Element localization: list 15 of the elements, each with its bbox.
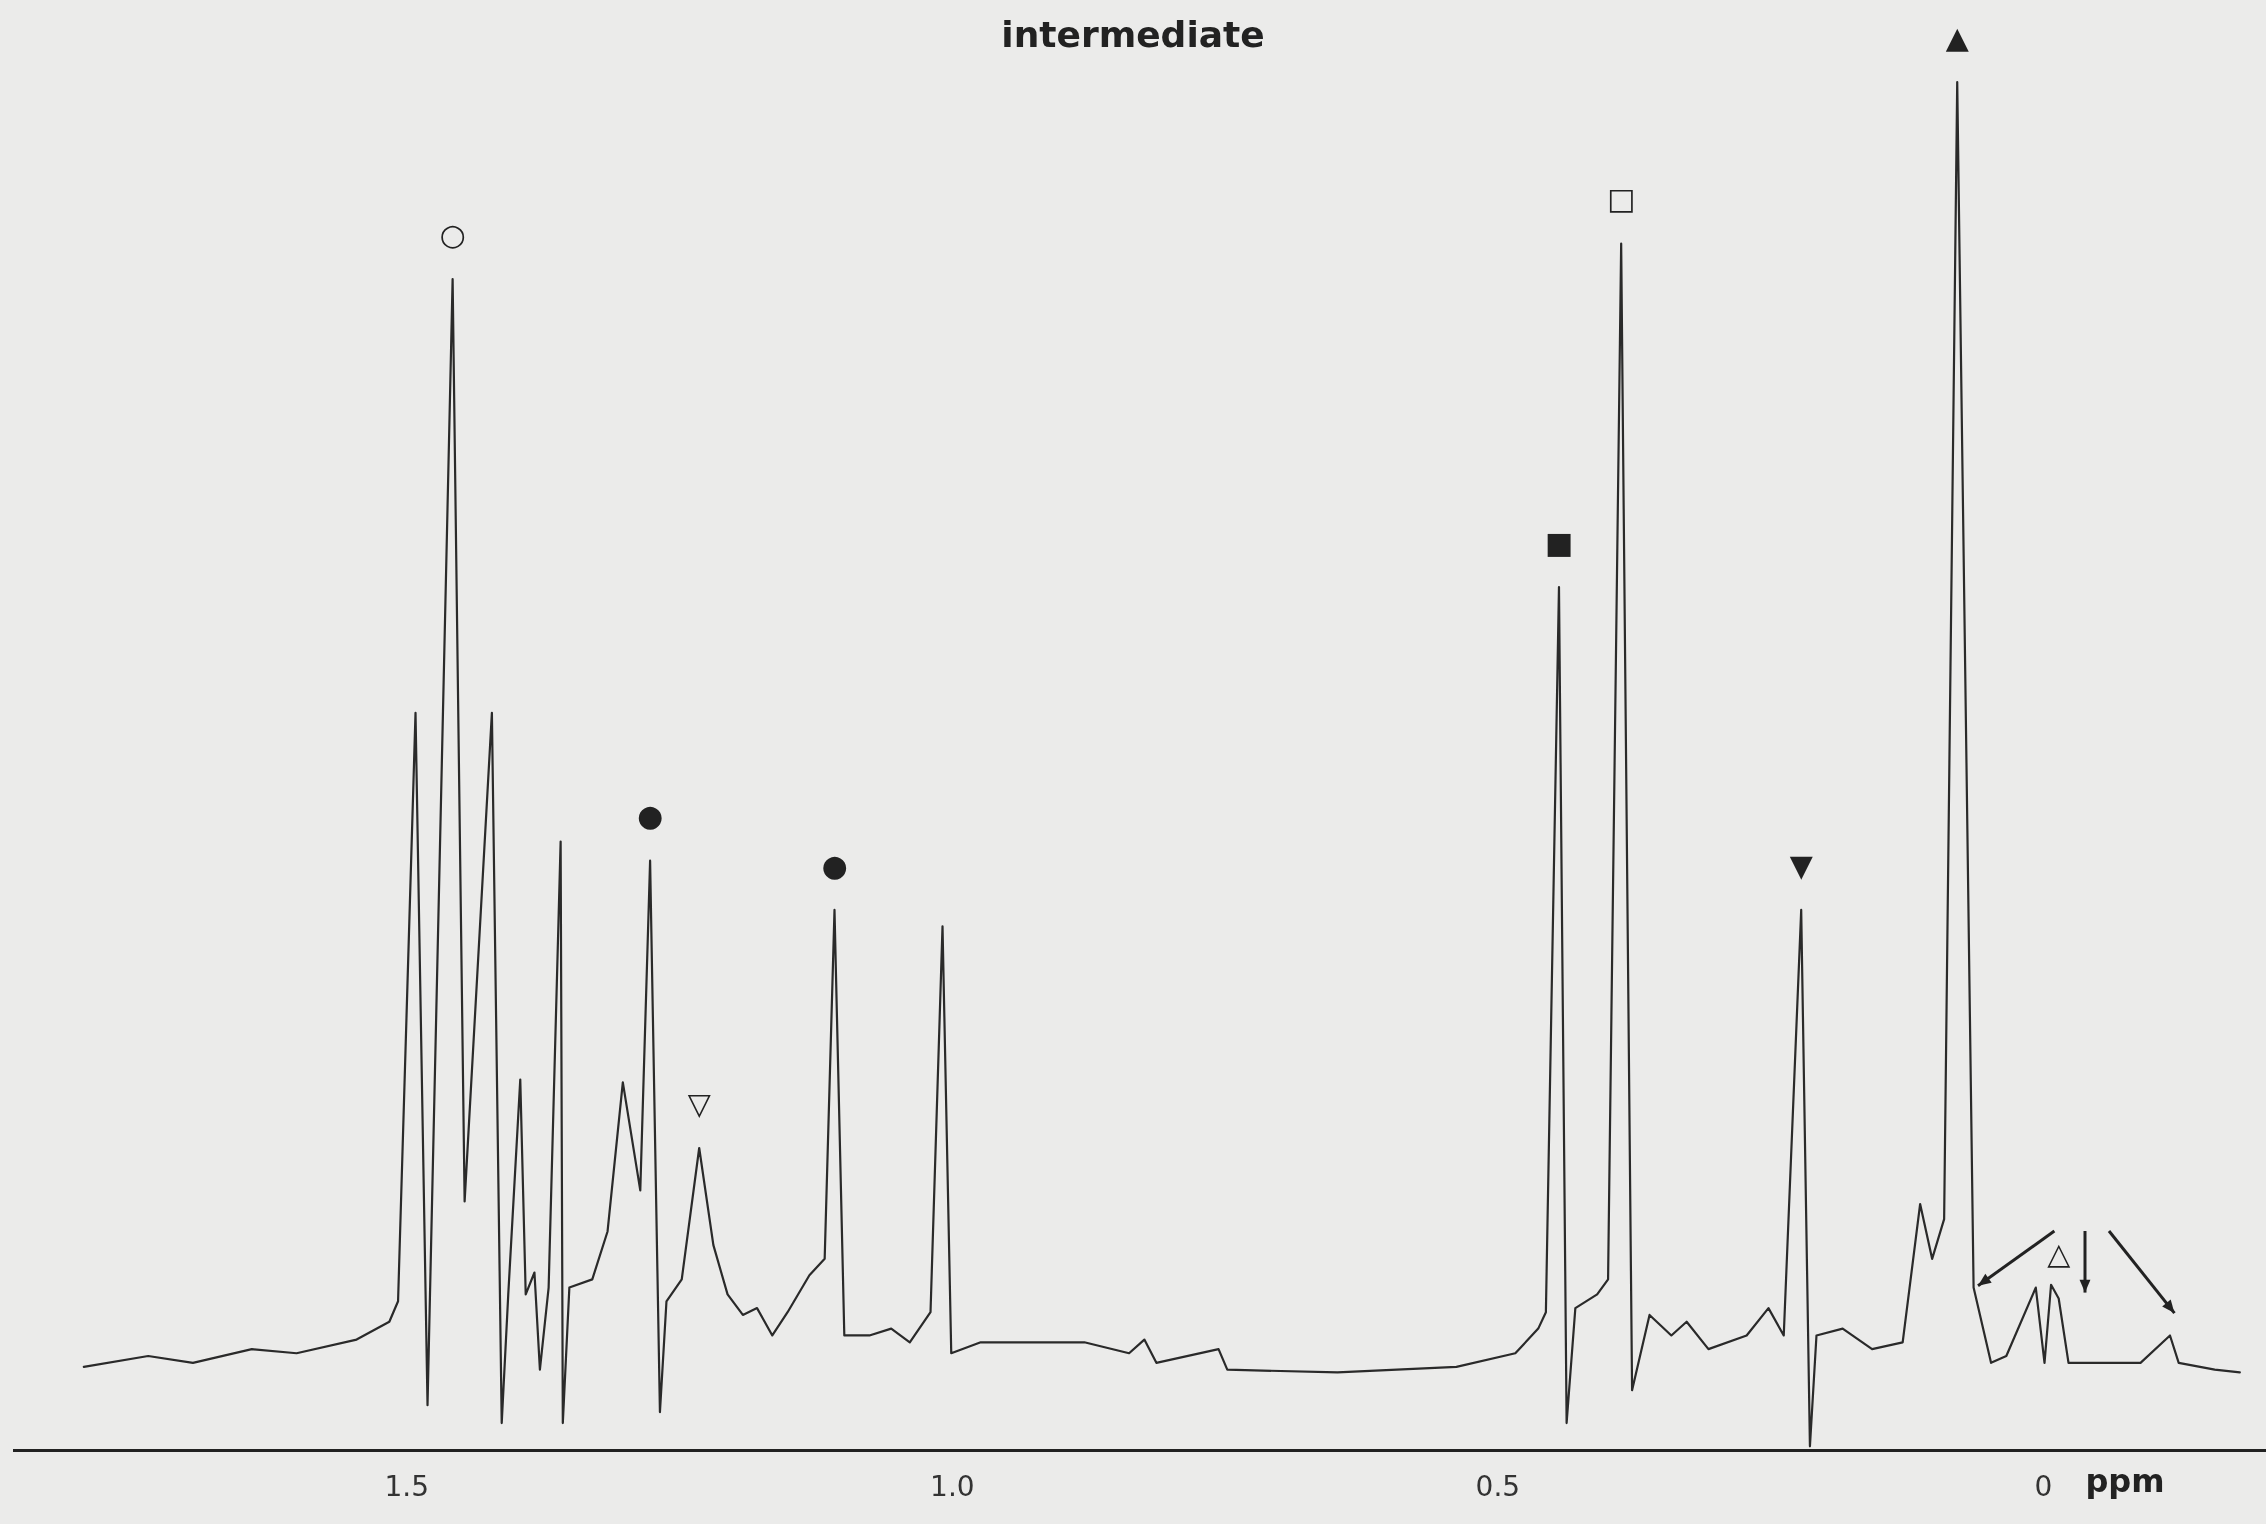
annotation: ▲ <box>1945 19 1969 55</box>
x-tick-label: 0 <box>2034 1470 2053 1504</box>
x-tick-label: 1.5 <box>384 1470 430 1504</box>
annotation: ▼ <box>1789 847 1813 883</box>
annotation: □ <box>1606 181 1636 217</box>
annotation: △ <box>2047 1236 2071 1272</box>
annotation: ○ <box>439 216 466 252</box>
x-axis-title: ppm <box>2085 1462 2165 1501</box>
x-tick-label: 0.5 <box>1475 1470 1521 1504</box>
annotation: ■ <box>1544 524 1574 560</box>
x-tick-label: 1.0 <box>930 1470 975 1504</box>
chart-title: intermediate <box>1001 14 1265 55</box>
annotation: ▽ <box>687 1085 711 1121</box>
annotation: ● <box>821 847 848 883</box>
annotation: ● <box>637 798 664 834</box>
